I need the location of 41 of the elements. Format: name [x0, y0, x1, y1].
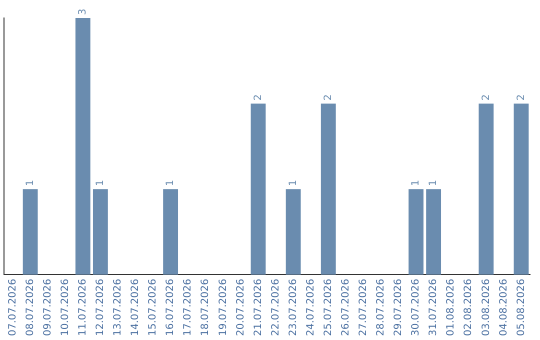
x-tick-label: 05.08.2026 [516, 278, 527, 336]
x-tick-label: 15.07.2026 [148, 278, 159, 336]
x-tick-label: 21.07.2026 [252, 278, 264, 336]
data-label: 2 [252, 94, 264, 101]
data-label: 1 [24, 180, 36, 186]
x-tick-label: 22.07.2026 [270, 278, 282, 336]
x-tick-label: 11.07.2026 [77, 278, 88, 336]
data-label: 3 [77, 8, 88, 15]
x-tick-label: 12.07.2026 [95, 278, 106, 336]
data-label: 1 [288, 180, 299, 186]
data-label: 2 [480, 94, 492, 101]
x-tick-label: 19.07.2026 [218, 278, 229, 336]
data-label: 2 [516, 94, 527, 101]
x-tick-label: 10.07.2026 [60, 278, 71, 336]
x-tick-label: 09.07.2026 [42, 278, 54, 336]
data-label: 2 [322, 94, 334, 101]
x-tick-label: 30.07.2026 [410, 278, 422, 336]
x-tick-label: 16.07.2026 [165, 278, 176, 336]
x-tick-label: 04.08.2026 [498, 278, 510, 336]
x-tick-label: 26.07.2026 [340, 278, 352, 336]
x-tick-label: 27.07.2026 [358, 278, 370, 336]
x-tick-label: 20.07.2026 [235, 278, 246, 336]
x-tick-label: 03.08.2026 [480, 278, 492, 336]
x-tick-label: 25.07.2026 [322, 278, 334, 336]
x-tick-label: 29.07.2026 [393, 278, 404, 336]
x-tick-label: 28.07.2026 [376, 278, 387, 336]
x-tick-label: 31.07.2026 [428, 278, 440, 336]
x-tick-label: 17.07.2026 [182, 278, 194, 336]
x-tick-label: 01.08.2026 [446, 278, 457, 336]
data-label: 1 [165, 180, 176, 186]
x-tick-label: 08.07.2026 [24, 278, 36, 336]
x-tick-label: 07.07.2026 [7, 278, 18, 336]
data-label: 1 [428, 180, 440, 186]
x-tick-label: 23.07.2026 [288, 278, 299, 336]
data-label: 1 [95, 180, 106, 186]
x-tick-label: 24.07.2026 [305, 278, 316, 336]
x-tick-label: 18.07.2026 [200, 278, 212, 336]
x-tick-label: 02.08.2026 [463, 278, 474, 336]
data-label: 1 [410, 180, 422, 186]
x-tick-label: 14.07.2026 [130, 278, 142, 336]
x-tick-label: 13.07.2026 [112, 278, 124, 336]
